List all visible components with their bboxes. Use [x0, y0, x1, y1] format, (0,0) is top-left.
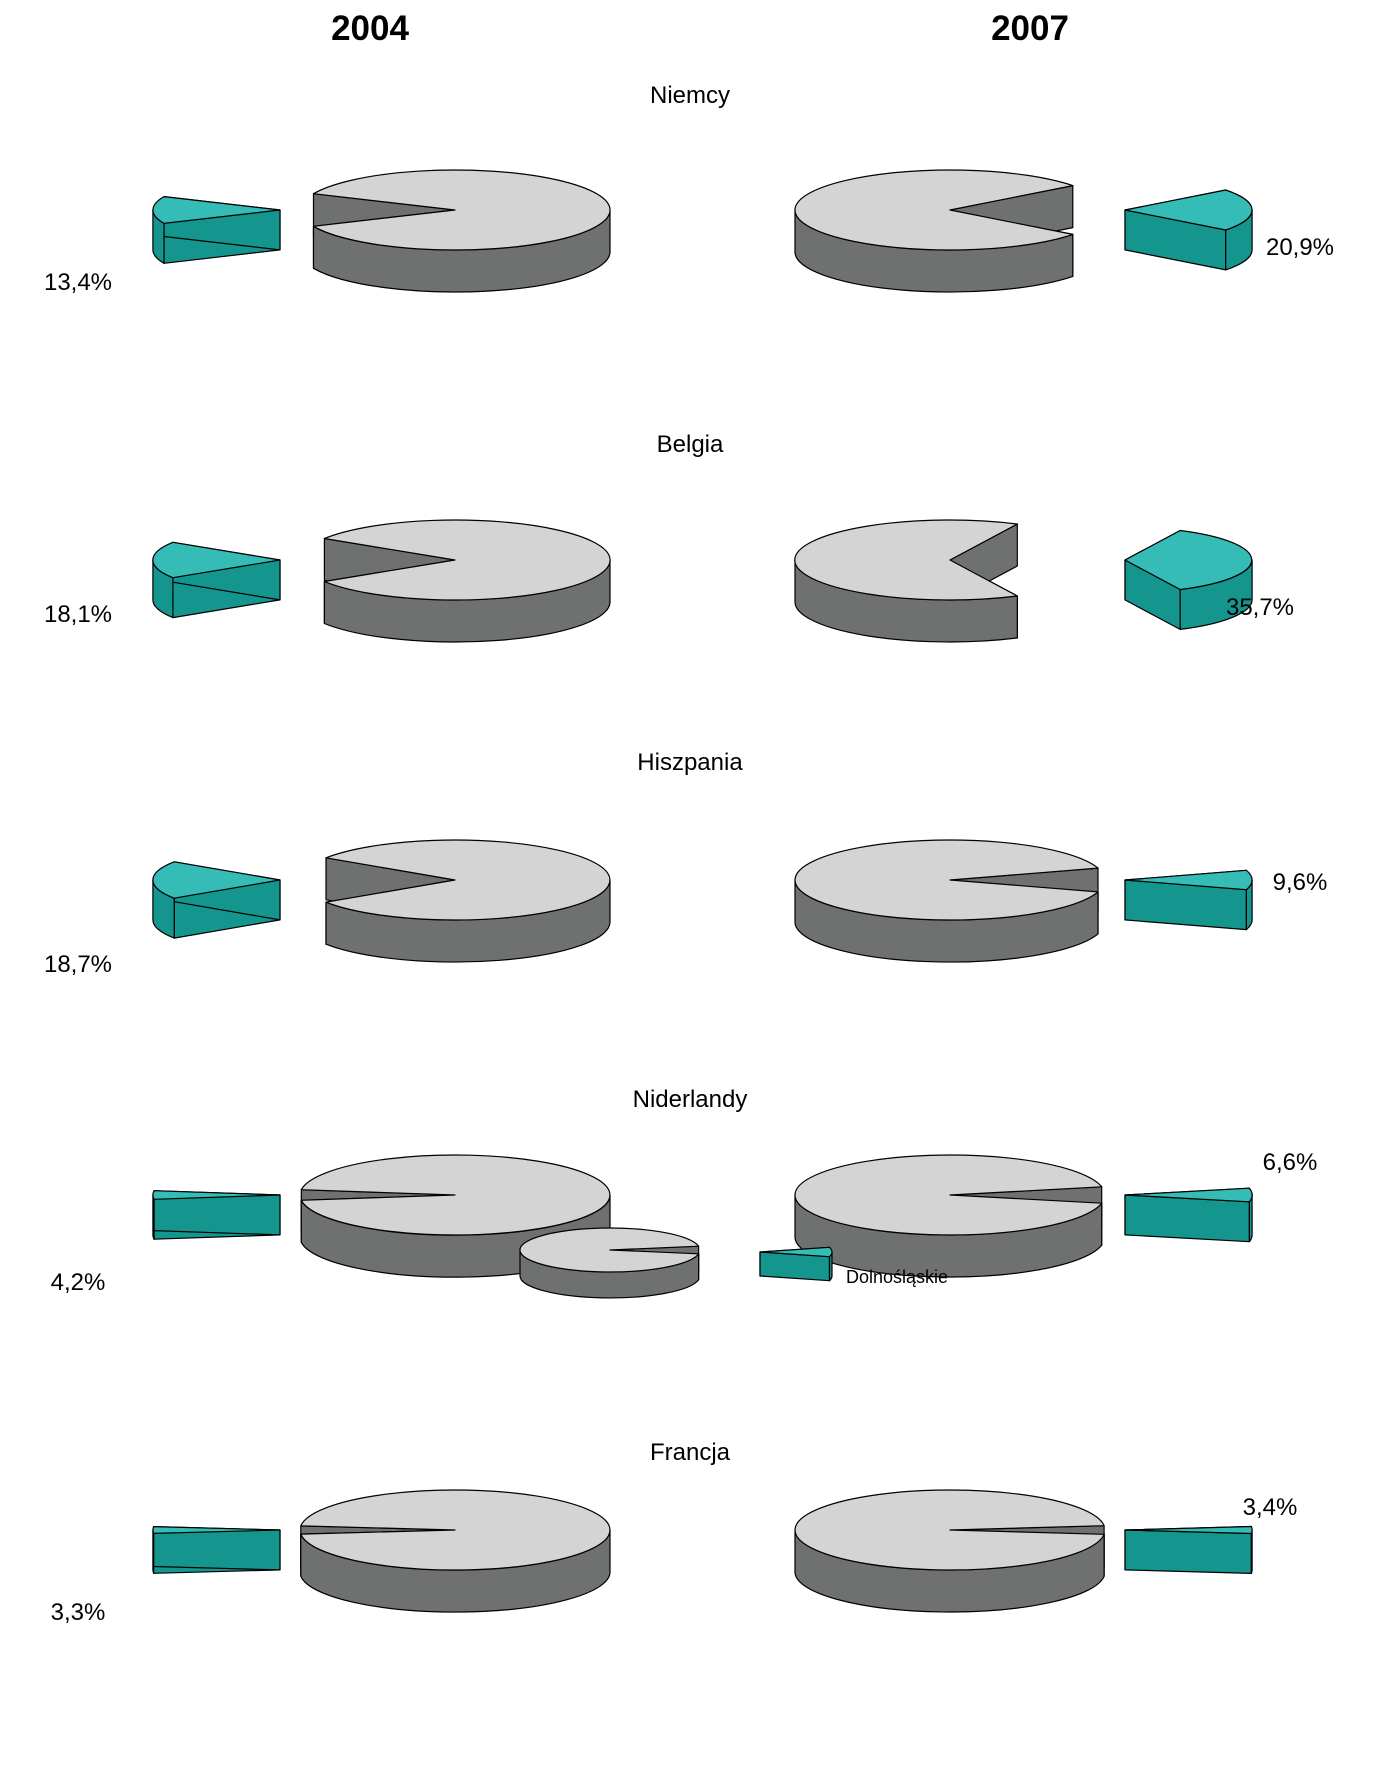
legend: Dolnośląskie — [519, 1227, 948, 1299]
other-slice — [300, 1489, 611, 1613]
data-label: 6,6% — [1263, 1149, 1318, 1176]
other-slice — [794, 1489, 1105, 1613]
region-slice — [152, 1526, 281, 1574]
pie-niemcy-2007: 20,9% — [794, 169, 1334, 293]
other-slice-top — [323, 519, 611, 601]
row-niemcy: Niemcy 13,4% 20,9% — [44, 82, 1334, 296]
legend-icon — [519, 1227, 833, 1299]
row-belgia: Belgia 18,1% 35,7% — [44, 431, 1294, 643]
data-label: 3,3% — [51, 1599, 106, 1626]
country-label: Hiszpania — [637, 749, 743, 776]
region-slice — [152, 861, 281, 939]
region-slice-side — [152, 1194, 155, 1240]
other-slice-top — [300, 1489, 611, 1571]
pie-belgia-2007: 35,7% — [794, 519, 1294, 643]
pie-belgia-2004: 18,1% — [44, 519, 611, 643]
row-francja: Francja 3,3% 3,4% — [51, 1439, 1298, 1626]
region-slice — [152, 196, 281, 264]
country-label: Francja — [650, 1439, 731, 1466]
other-slice-top — [300, 1154, 611, 1236]
year-2007-heading: 2007 — [991, 9, 1069, 48]
region-slice — [1124, 1187, 1253, 1243]
region-slice-top — [1124, 1187, 1253, 1203]
data-label: 4,2% — [51, 1269, 106, 1296]
other-slice — [794, 839, 1099, 963]
data-label: 20,9% — [1266, 234, 1334, 261]
other-slice — [300, 1154, 611, 1278]
legend-other — [519, 1227, 700, 1299]
pie-hiszpania-2004: 18,7% — [44, 839, 611, 978]
region-slice — [152, 1190, 281, 1240]
row-niderlandy: Niderlandy 4,2% 6,6% — [51, 1086, 1318, 1296]
other-slice-top — [794, 519, 1018, 601]
other-slice-top — [794, 169, 1074, 251]
other-slice-top — [794, 1489, 1105, 1571]
region-slice — [1124, 869, 1253, 931]
region-slice-top — [1124, 869, 1253, 891]
other-slice — [794, 1154, 1103, 1278]
other-slice — [794, 169, 1074, 293]
pie-niderlandy-2007: 6,6% — [794, 1149, 1318, 1278]
region-slice-top — [152, 1526, 281, 1534]
pie-francja-2004: 3,3% — [51, 1489, 611, 1626]
country-label: Belgia — [657, 431, 724, 458]
pies-layer: Niemcy 13,4% 20,9% Belgia 18,1% 35,7% Hiszpani… — [44, 82, 1334, 1626]
region-slice-top — [1124, 189, 1253, 231]
pie-niemcy-2004: 13,4% — [44, 169, 611, 296]
region-slice-wall — [1124, 1194, 1250, 1243]
other-slice — [325, 839, 611, 963]
pie-niderlandy-2004: 4,2% — [51, 1154, 611, 1296]
data-label: 9,6% — [1273, 869, 1328, 896]
data-label: 3,4% — [1243, 1494, 1298, 1521]
region-slice — [1124, 189, 1253, 271]
region-slice-top — [1124, 1525, 1253, 1535]
region-slice — [1124, 1525, 1253, 1574]
other-slice-top — [325, 839, 611, 921]
other-slice-top — [794, 839, 1099, 921]
row-hiszpania: Hiszpania 18,7% 9,6% — [44, 749, 1327, 978]
data-label: 18,7% — [44, 951, 112, 978]
legend-region — [759, 1246, 833, 1282]
region-slice-side — [1250, 1529, 1253, 1574]
region-slice — [152, 541, 281, 619]
region-slice-side — [152, 1529, 155, 1574]
pie-francja-2007: 3,4% — [794, 1489, 1298, 1613]
pie-hiszpania-2007: 9,6% — [794, 839, 1328, 963]
legend-region-top — [759, 1246, 833, 1258]
year-2004-heading: 2004 — [331, 9, 409, 48]
other-slice — [323, 519, 611, 643]
other-slice-top — [794, 1154, 1103, 1236]
other-slice — [794, 519, 1018, 643]
data-label: 13,4% — [44, 269, 112, 296]
region-slice-top — [152, 861, 281, 899]
region-slice-top — [152, 1190, 281, 1200]
region-slice-top — [152, 196, 281, 224]
country-label: Niemcy — [650, 82, 730, 109]
region-slice-wall — [1124, 1529, 1252, 1574]
other-slice — [312, 169, 611, 293]
other-slice-top — [312, 169, 611, 251]
data-label: 18,1% — [44, 601, 112, 628]
data-label: 35,7% — [1226, 594, 1294, 621]
country-label: Niderlandy — [633, 1086, 748, 1113]
legend-other-top — [519, 1227, 700, 1273]
region-slice-top — [1124, 529, 1253, 591]
legend-label: Dolnośląskie — [846, 1267, 948, 1287]
region-slice-top — [152, 541, 281, 579]
region-slice — [1124, 529, 1253, 630]
